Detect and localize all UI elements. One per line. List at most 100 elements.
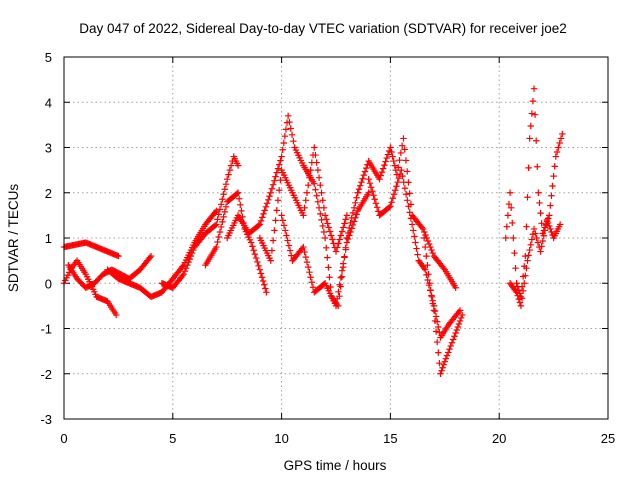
- data-point: [287, 125, 294, 132]
- data-point: [504, 212, 512, 219]
- data-point: [387, 144, 394, 151]
- y-tick-label: 2: [45, 186, 52, 201]
- data-point: [350, 204, 358, 212]
- data-point: [259, 277, 267, 285]
- data-point: [281, 132, 289, 140]
- data-point: [268, 247, 276, 254]
- data-point: [147, 252, 155, 260]
- data-point: [303, 189, 311, 196]
- data-point: [306, 268, 313, 276]
- data-point: [303, 258, 311, 266]
- data-points: [60, 85, 566, 377]
- data-point: [395, 174, 403, 182]
- data-point: [433, 338, 441, 346]
- data-point: [332, 302, 340, 310]
- data-point: [327, 232, 335, 239]
- data-point: [213, 221, 220, 228]
- data-point: [337, 232, 345, 239]
- data-point: [260, 210, 267, 218]
- data-point: [379, 165, 387, 172]
- data-point: [525, 252, 532, 259]
- data-point: [557, 135, 565, 142]
- data-point: [335, 240, 342, 247]
- data-point: [211, 209, 219, 216]
- data-point: [319, 222, 326, 230]
- data-point: [443, 352, 451, 359]
- data-point: [533, 234, 540, 242]
- data-point: [290, 137, 297, 145]
- data-point: [227, 162, 235, 169]
- data-point: [282, 227, 289, 234]
- data-point: [441, 358, 448, 365]
- data-point: [428, 246, 435, 254]
- data-point: [327, 283, 334, 291]
- data-point: [517, 302, 525, 310]
- x-tick-label: 10: [274, 431, 288, 446]
- data-point: [400, 135, 407, 142]
- data-point: [320, 204, 328, 212]
- data-point: [363, 164, 370, 172]
- data-point: [405, 203, 412, 210]
- data-point: [518, 295, 526, 302]
- data-point: [247, 239, 255, 246]
- data-point: [314, 166, 322, 174]
- data-point: [431, 317, 439, 325]
- data-point: [360, 171, 368, 179]
- data-point: [353, 211, 360, 218]
- data-point: [449, 336, 457, 343]
- data-point: [221, 186, 228, 193]
- data-point: [115, 252, 122, 260]
- data-point: [272, 173, 279, 180]
- data-point: [455, 320, 463, 328]
- data-point: [535, 189, 542, 196]
- data-point: [190, 246, 197, 254]
- data-point: [320, 228, 328, 236]
- data-point: [373, 204, 381, 211]
- series-arc-9: [278, 189, 372, 310]
- data-point: [376, 175, 383, 183]
- data-point: [277, 157, 284, 164]
- data-point: [440, 361, 447, 368]
- data-point: [432, 313, 440, 320]
- data-point: [323, 244, 330, 252]
- data-point: [237, 201, 244, 209]
- data-point: [390, 191, 398, 198]
- data-point: [317, 210, 324, 218]
- data-point: [187, 252, 195, 260]
- x-tick-label: 25: [601, 431, 615, 446]
- data-point: [314, 198, 322, 205]
- data-point: [181, 267, 189, 275]
- data-point: [514, 292, 521, 299]
- data-point: [429, 249, 436, 257]
- data-point: [257, 270, 265, 277]
- data-point: [313, 159, 320, 166]
- y-axis-label: SDTVAR / TECUs: [6, 184, 21, 293]
- data-point: [216, 228, 224, 236]
- data-point: [225, 171, 232, 178]
- data-point: [342, 216, 349, 223]
- data-point: [440, 264, 447, 272]
- data-point: [549, 182, 556, 190]
- data-point: [347, 228, 354, 236]
- data-point: [273, 207, 280, 214]
- data-point: [556, 139, 563, 147]
- data-point: [306, 174, 313, 181]
- data-point: [447, 342, 454, 350]
- series-arc-3: [65, 252, 155, 291]
- data-point: [359, 175, 366, 182]
- data-point: [370, 192, 377, 199]
- data-point: [269, 237, 277, 244]
- data-point: [393, 183, 400, 190]
- y-tick-label: 4: [45, 95, 52, 110]
- data-point: [439, 364, 446, 371]
- data-point: [402, 191, 410, 198]
- data-point: [222, 181, 230, 188]
- data-point: [538, 243, 545, 250]
- data-point: [342, 246, 349, 253]
- data-point: [214, 216, 221, 223]
- data-point: [385, 204, 393, 211]
- data-point: [548, 228, 555, 236]
- data-point: [233, 190, 241, 197]
- data-point: [367, 184, 375, 191]
- data-point: [146, 254, 154, 261]
